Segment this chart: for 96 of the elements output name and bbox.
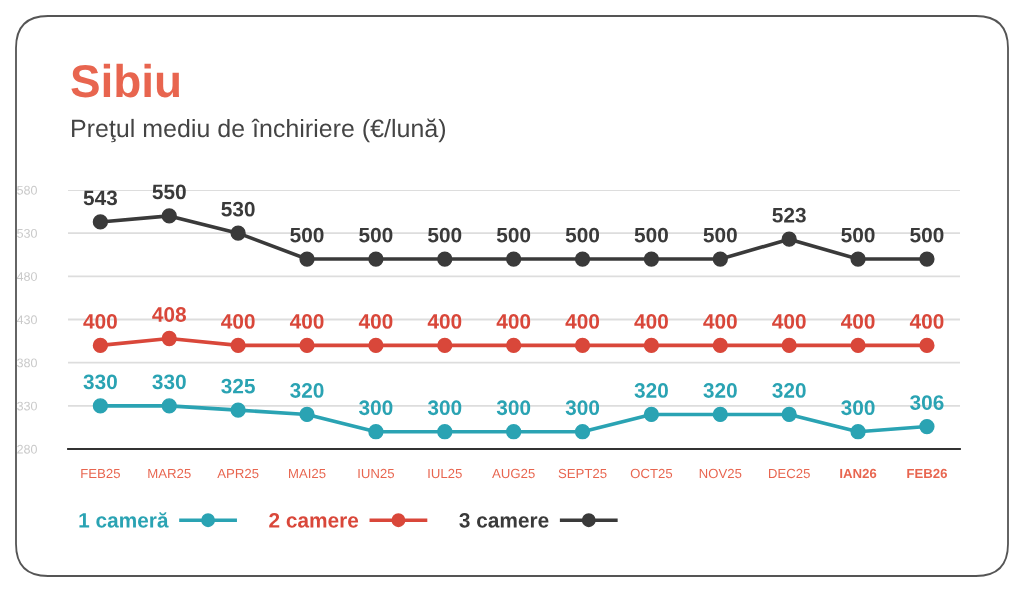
legend-label: 3 camere — [459, 512, 549, 528]
data-label: 400 — [840, 314, 875, 329]
point — [850, 424, 866, 440]
point — [161, 330, 177, 347]
point — [506, 337, 522, 354]
point — [161, 398, 177, 414]
data-label: 300 — [496, 400, 531, 416]
data-label: 530 — [221, 201, 255, 217]
point — [574, 337, 591, 354]
data-label: 400 — [289, 314, 324, 329]
point — [781, 406, 797, 423]
data-label: 400 — [427, 314, 462, 329]
data-label: 300 — [565, 400, 600, 416]
point — [368, 424, 384, 440]
point — [712, 251, 728, 267]
point — [643, 406, 660, 423]
point — [368, 251, 384, 267]
point — [506, 424, 522, 440]
data-label: 500 — [496, 227, 531, 243]
point — [850, 337, 866, 354]
point — [919, 418, 935, 435]
x-tick-label: FEB26 — [907, 468, 947, 479]
data-label: 523 — [772, 207, 806, 223]
point — [230, 337, 246, 354]
x-tick-label: APR25 — [217, 468, 259, 479]
data-label: 400 — [358, 314, 393, 329]
data-label: 500 — [565, 227, 600, 243]
point — [437, 337, 453, 354]
point — [299, 337, 315, 354]
x-tick-label: MAI25 — [289, 468, 326, 479]
point — [161, 208, 177, 224]
point — [919, 337, 935, 354]
x-tick-label: NOV25 — [699, 468, 742, 479]
point — [712, 337, 728, 354]
data-label: 400 — [496, 314, 531, 329]
chart-subtitle: Preţul mediu de închiriere (€/lună) — [72, 118, 446, 143]
data-label: 320 — [703, 383, 737, 398]
chart-title: Sibiu — [71, 63, 180, 98]
point — [850, 251, 866, 267]
data-label: 300 — [841, 400, 875, 416]
x-tick-label: DEC25 — [768, 468, 810, 479]
point — [437, 251, 453, 267]
point — [506, 251, 522, 267]
x-tick-label: SEPT25 — [558, 468, 607, 479]
point — [781, 231, 797, 247]
x-tick-label: IUL25 — [428, 468, 462, 479]
data-label: 543 — [83, 190, 117, 206]
x-tick-label: IAN26 — [840, 468, 877, 479]
data-label: 320 — [634, 383, 668, 398]
x-tick-label: IUN25 — [358, 468, 395, 479]
data-label: 408 — [152, 307, 186, 322]
point — [230, 402, 246, 418]
data-label: 400 — [634, 314, 668, 329]
point — [92, 398, 109, 414]
point — [299, 251, 315, 267]
point — [437, 424, 453, 440]
data-label: 500 — [910, 227, 944, 243]
x-tick-label: FEB25 — [81, 468, 120, 479]
legend-label: 2 camere — [269, 512, 359, 528]
point — [781, 337, 797, 354]
data-label: 306 — [910, 395, 944, 410]
data-label: 300 — [359, 400, 393, 416]
x-tick-label: MAR25 — [148, 468, 191, 479]
data-label: 400 — [909, 314, 944, 329]
point — [299, 406, 315, 423]
data-label: 500 — [703, 227, 737, 243]
x-tick-label: OCT25 — [630, 468, 673, 479]
x-tick-label: AUG25 — [492, 468, 535, 479]
data-label: 300 — [427, 400, 462, 416]
data-label: 400 — [221, 314, 255, 329]
data-label: 400 — [83, 314, 117, 329]
data-label: 400 — [703, 314, 737, 329]
data-label: 500 — [428, 227, 462, 243]
point — [230, 225, 246, 241]
point — [643, 337, 660, 354]
point — [574, 424, 591, 440]
point — [919, 251, 935, 267]
data-label: 320 — [772, 383, 806, 398]
data-label: 320 — [290, 383, 324, 398]
data-label: 550 — [152, 184, 186, 200]
data-label: 400 — [772, 314, 806, 329]
data-label: 500 — [359, 227, 393, 243]
data-label: 330 — [83, 374, 117, 390]
data-label: 325 — [221, 378, 255, 394]
point — [92, 337, 109, 354]
point — [643, 251, 660, 267]
point — [92, 214, 109, 230]
data-label: 500 — [841, 227, 875, 243]
data-label: 500 — [290, 227, 324, 243]
point — [712, 406, 728, 423]
point — [574, 251, 591, 267]
data-label: 330 — [152, 374, 186, 390]
data-label: 500 — [634, 227, 668, 243]
data-label: 400 — [565, 314, 600, 329]
legend-label: 1 cameră — [79, 512, 169, 528]
point — [368, 337, 384, 354]
